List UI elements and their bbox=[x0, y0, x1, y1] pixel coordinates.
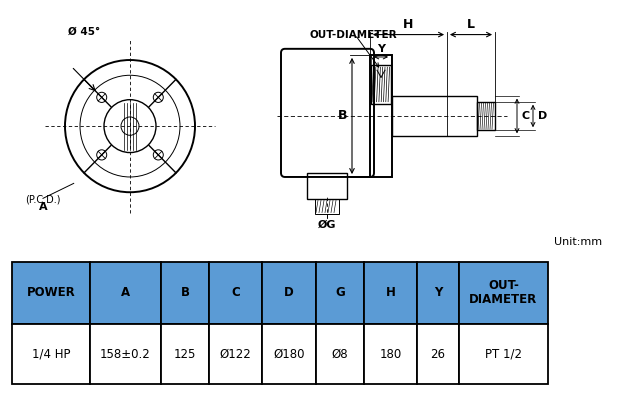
Text: ØG: ØG bbox=[317, 220, 336, 230]
Text: Ø180: Ø180 bbox=[273, 348, 305, 361]
Bar bbox=[315, 199, 339, 214]
Text: G: G bbox=[335, 287, 345, 299]
Text: B: B bbox=[180, 287, 190, 299]
Bar bbox=[459, 262, 548, 324]
Text: Ø 45°: Ø 45° bbox=[68, 27, 100, 37]
Text: (P.C.D.): (P.C.D.) bbox=[25, 194, 61, 204]
Text: 158±0.2: 158±0.2 bbox=[100, 348, 151, 361]
Text: H: H bbox=[404, 17, 414, 31]
Bar bbox=[459, 324, 548, 384]
Bar bbox=[161, 324, 209, 384]
Bar bbox=[12, 324, 90, 384]
Text: L: L bbox=[467, 17, 475, 31]
Bar bbox=[316, 324, 363, 384]
Text: A: A bbox=[121, 287, 130, 299]
Bar bbox=[392, 96, 477, 136]
Bar bbox=[161, 262, 209, 324]
Bar bbox=[209, 262, 262, 324]
Text: OUT-
DIAMETER: OUT- DIAMETER bbox=[469, 279, 538, 306]
Bar bbox=[417, 324, 459, 384]
Bar bbox=[307, 173, 347, 199]
Text: A: A bbox=[38, 202, 47, 212]
Bar bbox=[316, 262, 363, 324]
Text: C: C bbox=[231, 287, 240, 299]
Text: D: D bbox=[285, 287, 294, 299]
Bar bbox=[417, 262, 459, 324]
Bar bbox=[363, 324, 417, 384]
Text: Unit:mm: Unit:mm bbox=[554, 237, 601, 247]
Text: OUT-DIAMETER: OUT-DIAMETER bbox=[310, 30, 397, 40]
Text: Ø8: Ø8 bbox=[332, 348, 348, 361]
Text: H: H bbox=[386, 287, 396, 299]
Text: Y: Y bbox=[434, 287, 442, 299]
Bar bbox=[262, 324, 316, 384]
Bar bbox=[209, 324, 262, 384]
Text: PT 1/2: PT 1/2 bbox=[485, 348, 522, 361]
Bar bbox=[370, 55, 392, 177]
Text: 26: 26 bbox=[430, 348, 445, 361]
Text: POWER: POWER bbox=[27, 287, 76, 299]
Bar bbox=[262, 262, 316, 324]
Text: C: C bbox=[521, 111, 529, 121]
Text: 1/4 HP: 1/4 HP bbox=[32, 348, 70, 361]
Text: D: D bbox=[538, 111, 547, 121]
Bar bbox=[90, 324, 161, 384]
Text: 180: 180 bbox=[379, 348, 402, 361]
Bar bbox=[477, 102, 495, 130]
Text: B: B bbox=[337, 110, 347, 122]
Text: Y: Y bbox=[377, 44, 385, 54]
Text: 125: 125 bbox=[174, 348, 196, 361]
Bar bbox=[371, 65, 391, 104]
Text: Ø122: Ø122 bbox=[219, 348, 252, 361]
Bar bbox=[363, 262, 417, 324]
Bar bbox=[90, 262, 161, 324]
Bar bbox=[12, 262, 90, 324]
